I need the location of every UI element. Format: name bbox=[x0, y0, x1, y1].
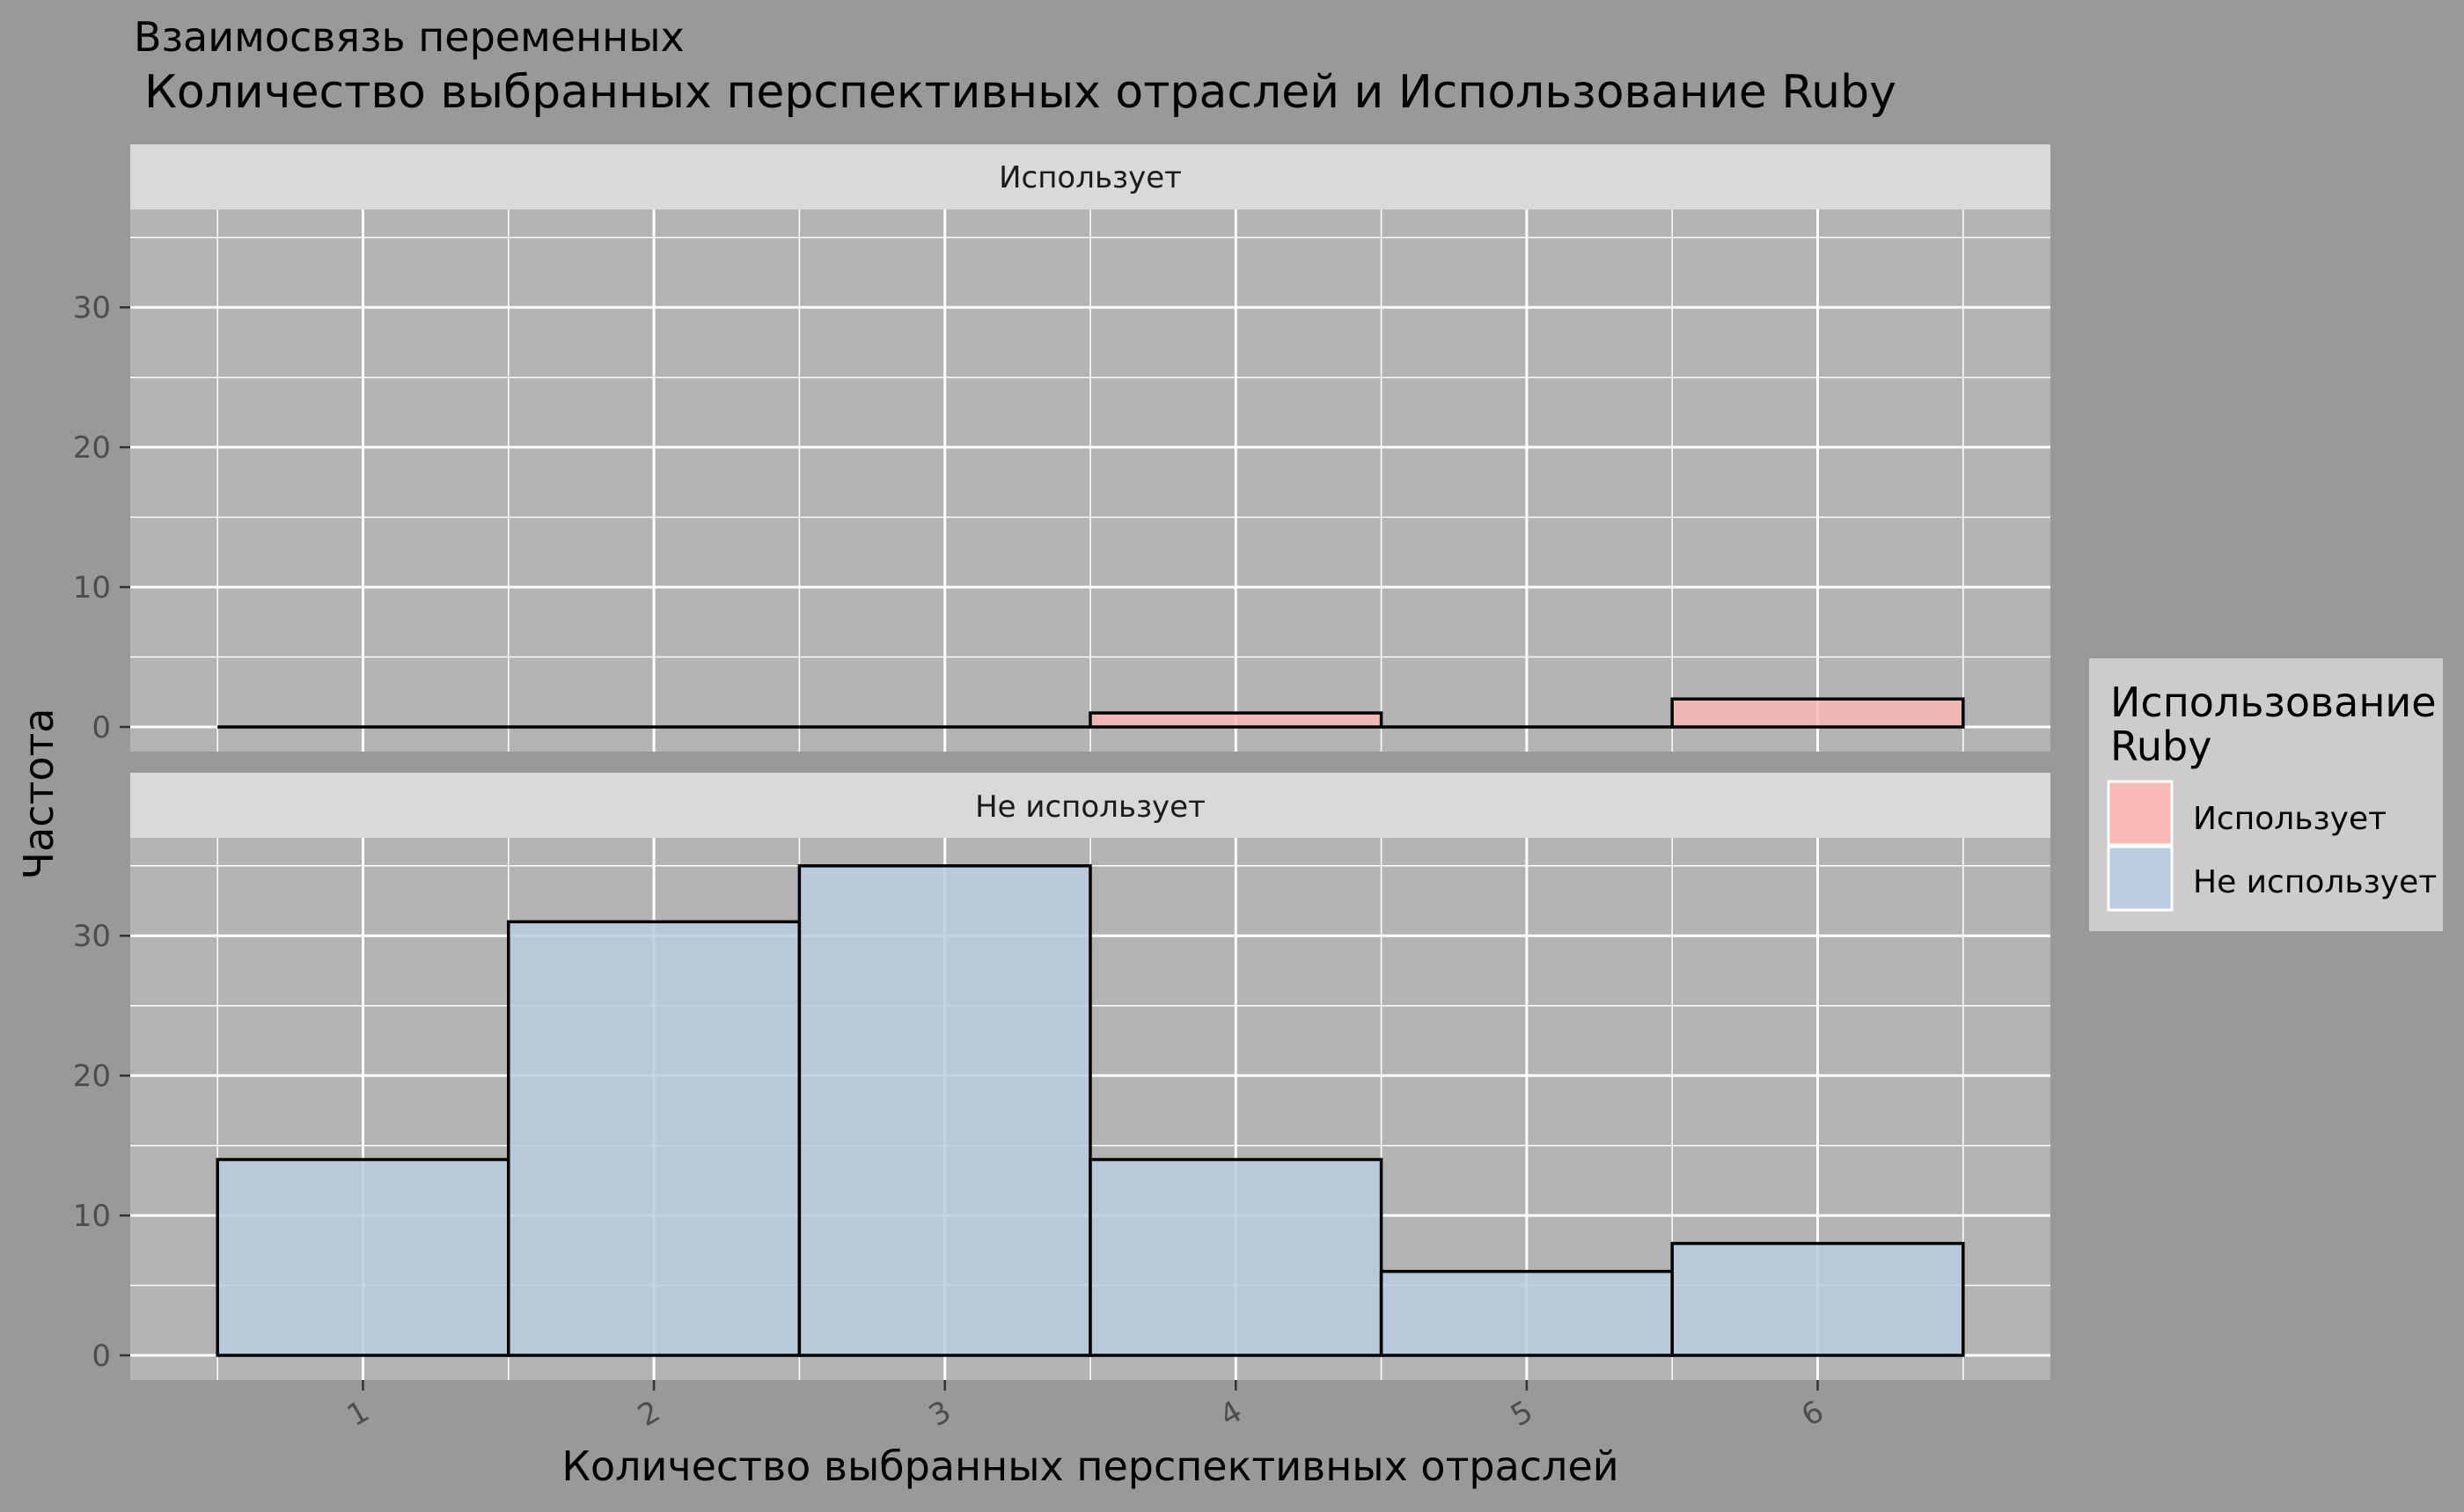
bar-uses-4 bbox=[1089, 711, 1383, 729]
x-axis-label: Количество выбранных перспективных отрас… bbox=[561, 1442, 1618, 1490]
y-axis-label: Частота bbox=[15, 708, 62, 880]
bar-not-uses-5 bbox=[1379, 1269, 1674, 1357]
legend-label-not-uses: Не использует bbox=[2193, 864, 2437, 900]
legend: Использование Ruby Использует Не использ… bbox=[2089, 658, 2449, 931]
y-tick-label: 10 bbox=[73, 570, 111, 606]
facet-strip-label-not-uses: Не использует bbox=[975, 789, 1206, 825]
facet-strip-uses bbox=[130, 144, 2050, 209]
bar-uses-6 bbox=[1670, 697, 1965, 729]
legend-key-uses bbox=[2107, 780, 2174, 847]
gridlines-uses bbox=[130, 209, 2050, 752]
legend-title: Использование Ruby bbox=[2110, 679, 2449, 770]
chart-title: Взаимосвязь переменных bbox=[134, 13, 685, 61]
bar-not-uses-4 bbox=[1089, 1157, 1383, 1357]
y-tick-label: 30 bbox=[73, 919, 111, 954]
legend-label-uses: Использует bbox=[2193, 801, 2387, 837]
bar-not-uses-3 bbox=[797, 864, 1092, 1357]
legend-title-line-1: Использование bbox=[2110, 679, 2437, 726]
bar-not-uses-6 bbox=[1670, 1242, 1965, 1357]
y-axis-uses: 0 10 20 30 bbox=[73, 290, 130, 745]
legend-title-line-2: Ruby bbox=[2110, 723, 2211, 770]
y-tick-label: 20 bbox=[73, 1059, 111, 1094]
y-tick-label: 30 bbox=[73, 290, 111, 326]
y-tick-label: 20 bbox=[73, 430, 111, 466]
y-axis-not-uses: 0 10 20 30 bbox=[73, 919, 130, 1374]
y-tick-label: 10 bbox=[73, 1199, 111, 1234]
bars-not-uses bbox=[216, 864, 1965, 1357]
bar-not-uses-1 bbox=[216, 1157, 510, 1357]
y-tick-label: 0 bbox=[92, 1339, 111, 1374]
legend-key-not-uses bbox=[2107, 845, 2174, 912]
bar-not-uses-2 bbox=[507, 920, 802, 1357]
bars-uses bbox=[217, 697, 1965, 729]
chart-subtitle: Количество выбранных перспективных отрас… bbox=[144, 66, 1896, 119]
facet-strip-label-uses: Использует bbox=[999, 160, 1182, 195]
facet-strip-not-uses bbox=[130, 773, 2050, 838]
y-tick-label: 0 bbox=[92, 710, 111, 745]
